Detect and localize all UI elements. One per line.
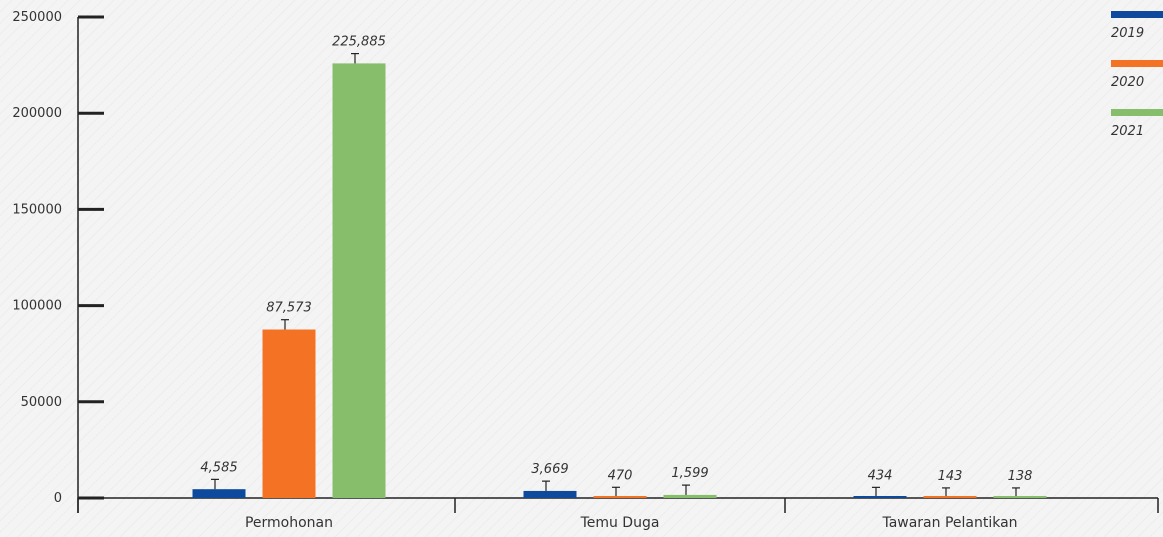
bar [663,494,717,498]
legend-label: 2020 [1111,75,1144,90]
legend-swatch [1111,109,1163,116]
y-tick-label: 100000 [12,299,62,314]
y-tick-label: 150000 [12,202,62,217]
bar [993,496,1047,498]
x-category-label: Temu Duga [580,515,660,531]
data-label: 87,573 [266,301,312,316]
data-label: 143 [938,469,963,484]
y-tick-label: 0 [54,491,62,506]
bar [262,329,316,498]
bar [523,490,577,498]
y-tick-label: 250000 [12,10,62,25]
x-category-label: Permohonan [245,515,333,531]
bars: 4,585 87,573 225,885 3,669 470 1,599 434 143 138 [192,35,1047,499]
data-label: 434 [868,468,893,483]
data-label: 225,885 [332,35,386,50]
legend-swatch [1111,11,1163,18]
data-label: 138 [1008,469,1033,484]
legend: 2019 2020 2021 [1111,11,1163,139]
data-label: 3,669 [531,462,568,477]
data-label: 470 [608,468,633,483]
legend-swatch [1111,60,1163,67]
legend-label: 2021 [1111,124,1144,139]
bar [332,63,386,499]
legend-label: 2019 [1111,26,1144,41]
bar [593,496,647,498]
y-tick-label: 200000 [12,106,62,121]
data-label: 4,585 [200,460,237,475]
bar [923,496,977,498]
bar [853,496,907,498]
data-label: 1,599 [671,466,708,481]
x-category-label: Tawaran Pelantikan [881,515,1017,531]
bar [192,489,246,498]
y-tick-label: 50000 [21,395,62,410]
x-axis: Permohonan Temu Duga Tawaran Pelantikan [77,497,1159,531]
y-axis: 0 50000 100000 150000 200000 250000 [12,10,104,513]
